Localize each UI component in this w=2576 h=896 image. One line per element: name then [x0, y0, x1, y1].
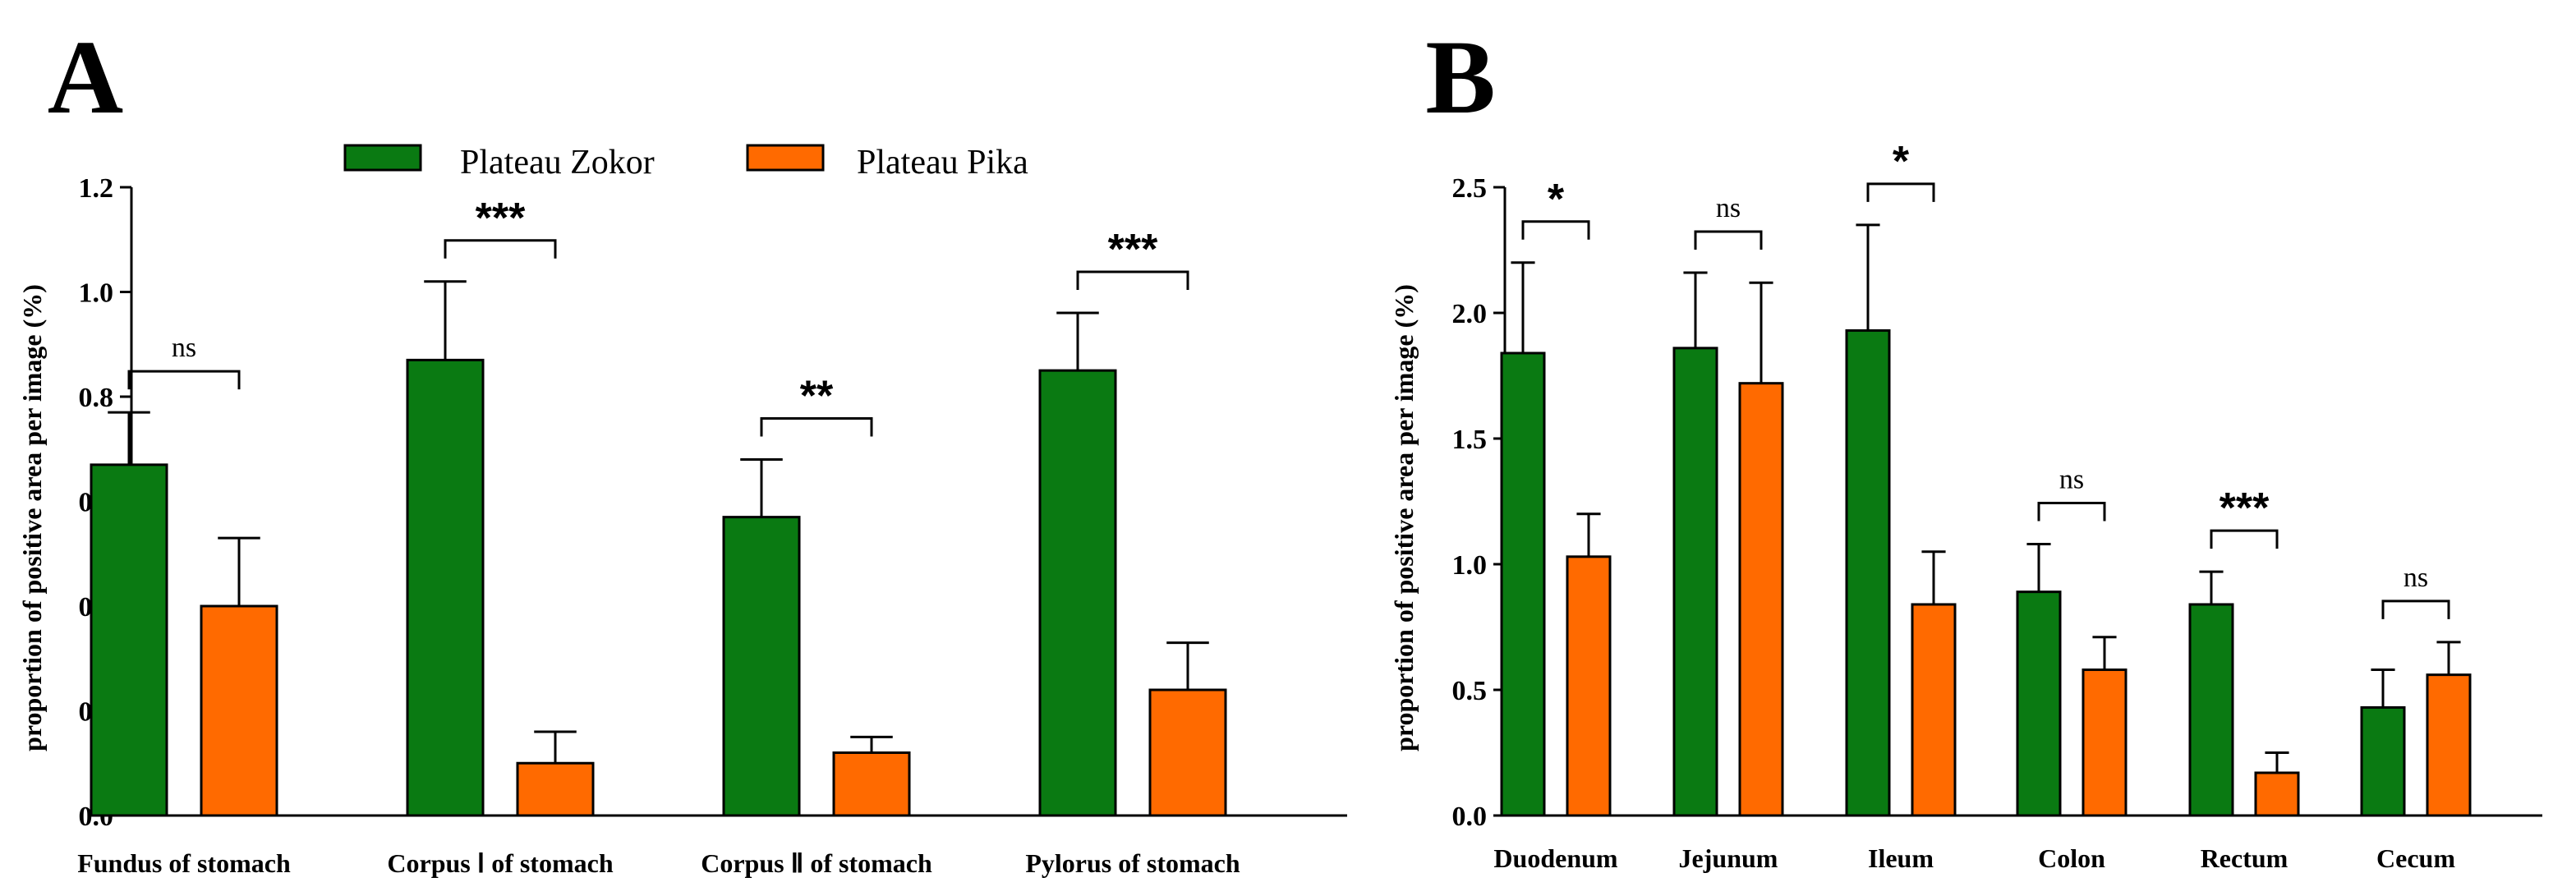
- x-tick-label-colon: Colon: [2038, 843, 2105, 873]
- bar-plateau-pika-ileum: [1911, 603, 1957, 817]
- bar-plateau-pika-rectum: [2254, 771, 2300, 817]
- x-tick-label-corpus-of-stomach: Corpus Ⅱ of stomach: [701, 848, 932, 878]
- bar-plateau-zokor-corpus-of-stomach: [406, 358, 485, 817]
- x-tick-label-fundus-of-stomach: Fundus of stomach: [77, 848, 291, 878]
- x-tick-label-corpus-of-stomach: Corpus Ⅰ of stomach: [387, 848, 613, 878]
- y-tick-label: 0.5: [1452, 676, 1488, 706]
- significance-bracket: [1521, 220, 1590, 240]
- y-tick-label: 2.0: [1452, 299, 1488, 329]
- significance-bracket: [2381, 600, 2450, 619]
- panel-b: B 0.0 0.5 1.0 1.5 2.0 2.5 proportion of positiv…: [1389, 19, 2542, 873]
- significance-label: ns: [2404, 563, 2428, 593]
- significance-label: **: [800, 373, 834, 420]
- significance-label: ***: [476, 195, 526, 242]
- legend-swatch-plateau-pika: [746, 144, 825, 172]
- y-axis-title: proportion of positive area per image (%…: [17, 284, 47, 751]
- y-tick-label: 1.0: [79, 278, 114, 309]
- y-tick-label: 1.2: [79, 173, 114, 204]
- significance-bracket: [1076, 270, 1189, 290]
- bar-plateau-zokor-duodenum: [1500, 352, 1546, 817]
- significance-bracket: [760, 417, 873, 437]
- bar-plateau-pika-duodenum: [1566, 555, 1612, 817]
- y-tick-label: 0.8: [79, 383, 114, 413]
- y-tick-label: 1.0: [1452, 550, 1488, 581]
- legend: Plateau Zokor Plateau Pika: [343, 144, 1028, 181]
- significance-bracket: [1694, 230, 1763, 250]
- y-tick-label: 1.5: [1452, 425, 1488, 455]
- x-tick-label-jejunum: Jejunum: [1679, 843, 1778, 873]
- bar-plateau-pika-fundus-of-stomach: [200, 604, 278, 817]
- bar-plateau-pika-corpus-of-stomach: [832, 751, 911, 817]
- bar-plateau-pika-jejunum: [1738, 382, 1784, 817]
- y-tick-label: 2.5: [1452, 173, 1488, 204]
- significance-label: ns: [172, 333, 196, 363]
- significance-bracket: [2210, 529, 2279, 549]
- legend-label-plateau-zokor: Plateau Zokor: [460, 144, 655, 181]
- significance-label: ns: [1716, 193, 1741, 223]
- bar-plateau-zokor-rectum: [2188, 603, 2234, 817]
- bar-plateau-pika-pylorus-of-stomach: [1148, 688, 1227, 817]
- significance-label: *: [1893, 138, 1910, 186]
- bar-plateau-zokor-cecum: [2360, 705, 2406, 817]
- significance-label: ***: [2220, 485, 2270, 532]
- x-tick-label-ileum: Ileum: [1868, 843, 1934, 873]
- significance-bracket: [127, 370, 241, 390]
- bar-plateau-zokor-jejunum: [1672, 347, 1718, 817]
- bar-plateau-pika-colon: [2082, 669, 2128, 817]
- significance-label: ns: [2059, 465, 2084, 495]
- legend-label-plateau-pika: Plateau Pika: [857, 144, 1028, 181]
- bar-plateau-zokor-corpus-of-stomach: [722, 516, 801, 817]
- bar-plateau-zokor-colon: [2016, 590, 2062, 817]
- x-tick-label-rectum: Rectum: [2201, 843, 2288, 873]
- x-tick-label-cecum: Cecum: [2376, 843, 2455, 873]
- significance-bracket: [1866, 182, 1935, 202]
- legend-swatch-plateau-zokor: [343, 144, 422, 172]
- bar-plateau-zokor-pylorus-of-stomach: [1038, 369, 1117, 817]
- panel-letter: B: [1425, 19, 1495, 136]
- significance-label: *: [1548, 176, 1565, 223]
- significance-bracket: [2037, 502, 2106, 522]
- bar-plateau-zokor-fundus-of-stomach: [90, 463, 168, 817]
- significance-label: ***: [1108, 226, 1158, 273]
- panel-letter: A: [48, 19, 123, 136]
- bar-plateau-zokor-ileum: [1845, 329, 1891, 817]
- bar-plateau-pika-cecum: [2426, 673, 2472, 817]
- bar-plateau-pika-corpus-of-stomach: [516, 761, 595, 817]
- y-tick-label: 0.0: [1452, 802, 1488, 832]
- x-tick-label-pylorus-of-stomach: Pylorus of stomach: [1025, 848, 1240, 878]
- significance-bracket: [444, 239, 557, 259]
- x-tick-label-duodenum: Duodenum: [1493, 843, 1618, 873]
- y-axis-title: proportion of positive area per image (%…: [1389, 284, 1419, 751]
